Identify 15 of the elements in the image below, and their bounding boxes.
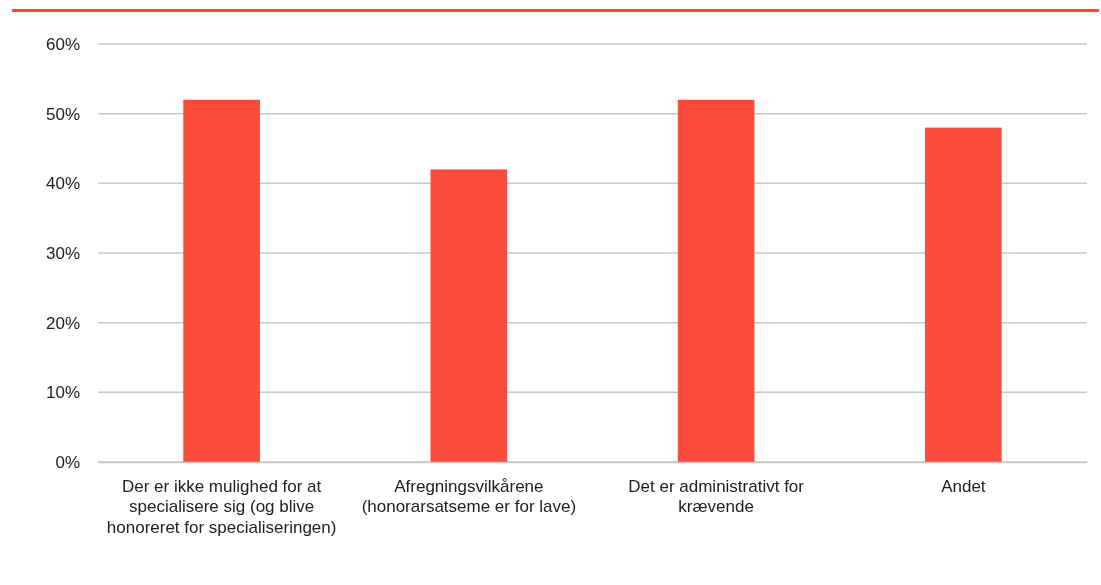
y-tick-label: 10% xyxy=(45,383,80,403)
x-tick-label: Det er administrativt for krævende xyxy=(628,477,805,517)
x-tick-label: Afregningsvilkårene (honorarsatseme er for lave) xyxy=(361,477,577,517)
x-tick-label: Der er ikke mulighed for at specialisere sig (og blive honoreret for specialiseringen) xyxy=(106,477,337,537)
bar xyxy=(430,169,508,462)
y-tick-label: 30% xyxy=(45,243,80,263)
y-tick-label: 0% xyxy=(55,452,80,472)
y-tick-label: 50% xyxy=(45,104,80,124)
y-tick-label: 40% xyxy=(45,174,80,194)
bar xyxy=(183,99,260,462)
x-tick-label: Andet xyxy=(941,477,986,497)
bar xyxy=(925,127,1002,462)
y-tick-label: 20% xyxy=(45,313,80,333)
y-tick-label: 60% xyxy=(45,34,80,54)
bar xyxy=(677,99,755,462)
